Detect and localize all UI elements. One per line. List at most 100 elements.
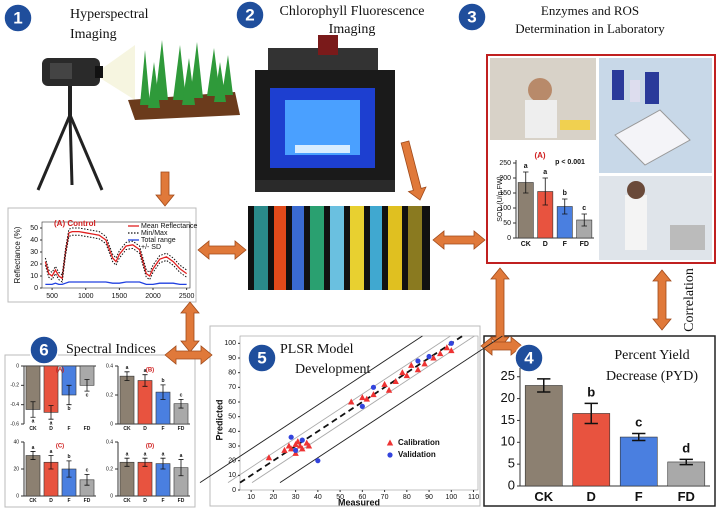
data-point — [370, 384, 377, 390]
y-tick-label: 90 — [228, 355, 236, 362]
error-bar — [178, 459, 184, 477]
error-bar — [632, 432, 646, 442]
chart-title: (A) — [534, 151, 545, 160]
x-tick-label: 500 — [46, 293, 58, 300]
data-point — [436, 350, 444, 357]
y-tick-label: 60 — [228, 399, 236, 406]
significance-letter: a — [162, 452, 165, 458]
x-tick-label: 1500 — [112, 293, 128, 300]
step-number: 1 — [13, 8, 22, 27]
significance-letter: a — [144, 452, 147, 458]
bar — [137, 461, 153, 497]
x-tick-label: CK — [534, 489, 553, 504]
error-bar — [66, 384, 72, 406]
plot-frame — [41, 221, 191, 289]
y-tick-label: 40 — [30, 237, 38, 244]
y-tick-label: 50 — [228, 414, 236, 421]
data-point — [294, 438, 302, 445]
step-title: Determination in Laboratory — [515, 21, 665, 36]
data-point — [305, 442, 313, 449]
y-tick-label: 0.4 — [106, 363, 113, 369]
data-point — [288, 434, 294, 440]
plot-frame — [239, 335, 479, 491]
legend-label: Total range — [141, 237, 176, 244]
y-tick-label: 20 — [30, 261, 38, 268]
y-tick-label: 200 — [499, 175, 511, 182]
x-tick-label: CK — [29, 426, 37, 432]
bar — [137, 380, 153, 425]
data-point — [403, 372, 411, 379]
y-tick-label: 0.2 — [106, 466, 113, 472]
data-point — [426, 353, 432, 360]
data-point — [415, 358, 421, 364]
step-badge — [247, 343, 277, 373]
x-tick-label: F — [563, 241, 568, 248]
error-bar — [584, 402, 598, 425]
x-tick-label: 2500 — [179, 293, 195, 300]
step-badge — [514, 343, 544, 373]
x-tick-label: CK — [521, 241, 531, 248]
x-tick-label: 1000 — [78, 293, 94, 300]
x-tick-label: 60 — [358, 494, 366, 501]
bar — [667, 461, 706, 487]
error-bar — [124, 371, 130, 381]
data-point — [265, 454, 273, 461]
arrow — [432, 230, 486, 250]
legend-label: Min/Max — [141, 230, 168, 237]
x-tick-label: D — [587, 489, 596, 504]
y-tick-label: 50 — [30, 225, 38, 232]
arrow — [155, 171, 175, 207]
error-bar — [581, 213, 587, 227]
legend-label: +/- SD — [141, 244, 161, 251]
lab-photos — [490, 58, 712, 260]
y-tick-label: 150 — [499, 190, 511, 197]
series-line — [44, 234, 187, 283]
y-tick-label: 70 — [228, 384, 236, 391]
y-tick-label: 30 — [30, 249, 38, 256]
reflectance-frame — [7, 207, 197, 303]
data-point — [348, 398, 355, 405]
data-point — [448, 340, 454, 346]
chart-title: (A) Control — [54, 219, 96, 228]
arrow — [400, 140, 427, 201]
data-point — [370, 391, 377, 398]
legend-label: Validation — [398, 450, 436, 459]
plants — [128, 40, 240, 120]
fluorescence-imager — [255, 35, 395, 192]
legend-swatch — [387, 452, 393, 458]
significance-letter: a — [32, 419, 35, 425]
hyperspectral-camera — [36, 45, 135, 191]
error-bar — [48, 405, 54, 420]
significance-letter: b — [563, 190, 567, 197]
significance-letter: a — [543, 169, 547, 176]
x-tick-label: FD — [84, 426, 91, 432]
significance-letter: a — [50, 420, 53, 426]
step-title: Percent Yield — [614, 348, 689, 363]
error-bar — [160, 384, 166, 400]
x-tick-label: FD — [178, 426, 185, 432]
band-line — [251, 335, 475, 484]
y-tick-label: 20 — [228, 458, 236, 465]
x-axis-label: Measured — [338, 497, 380, 507]
error-bar — [84, 474, 90, 486]
step-number: 4 — [524, 348, 534, 367]
x-tick-label: 90 — [425, 494, 433, 501]
data-point — [408, 361, 415, 368]
error-bar — [178, 398, 184, 409]
step-number: 6 — [39, 340, 48, 359]
x-tick-label: F — [161, 426, 164, 432]
chart-title: (D) — [146, 444, 154, 450]
step-title: Imaging — [70, 27, 117, 42]
data-point — [299, 437, 305, 443]
series-line — [44, 227, 187, 276]
significance-letter: c — [635, 415, 642, 430]
data-point — [359, 403, 365, 409]
band-line — [199, 335, 423, 484]
bar — [572, 413, 611, 487]
series-line — [44, 230, 188, 280]
significance-letter: c — [582, 205, 586, 212]
error-bar — [142, 374, 148, 387]
y-tick-label: 0 — [110, 493, 113, 499]
x-tick-label: D — [543, 241, 548, 248]
y-tick-label: -0.6 — [10, 421, 19, 427]
